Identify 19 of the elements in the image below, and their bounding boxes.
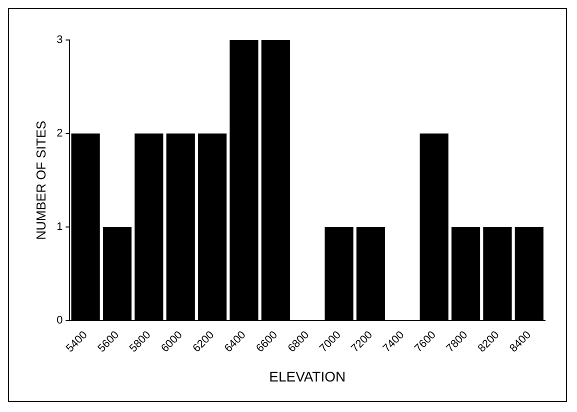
bar [514, 227, 544, 320]
y-tick-label: 1 [56, 221, 63, 234]
bar [420, 134, 448, 320]
bar [230, 40, 258, 320]
bar [134, 134, 164, 320]
y-tick-label: 2 [56, 128, 63, 140]
bar [451, 227, 480, 320]
bar [483, 227, 512, 320]
y-tick-label: 0 [56, 314, 63, 327]
y-tick-label: 3 [56, 34, 63, 46]
bar [166, 134, 195, 320]
bar [261, 40, 290, 320]
x-axis-title: ELEVATION [269, 368, 346, 384]
bar [102, 227, 132, 320]
bar [356, 227, 386, 320]
bar [198, 134, 227, 320]
y-axis-title: NUMBER OF SITES [33, 120, 48, 240]
bar [324, 227, 354, 320]
bar [71, 134, 100, 320]
